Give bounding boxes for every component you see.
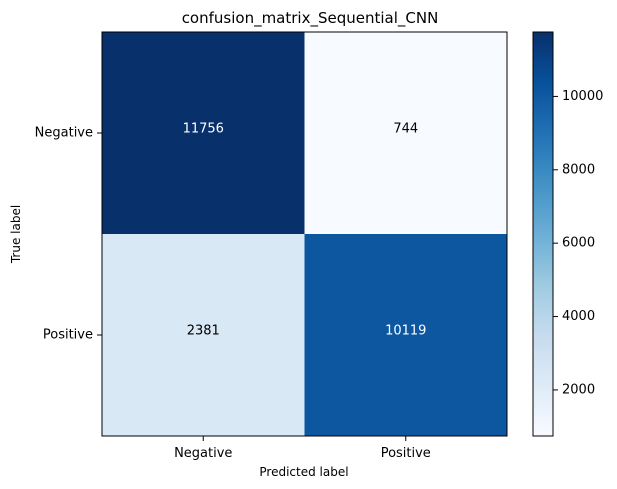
colorbar-ticks: 2000 4000 6000 8000 10000 — [553, 89, 603, 397]
y-tick-label: Positive — [43, 328, 93, 343]
x-axis-label: Predicted label — [259, 465, 348, 479]
plot-frame — [101, 31, 508, 437]
heatmap-cell-r1-c0 — [102, 234, 305, 436]
cell-value-label: 11756 — [183, 122, 224, 137]
heatmap-cell-r1-c1 — [304, 234, 507, 436]
heatmap-cell-r0-c1 — [304, 32, 507, 234]
colorbar — [533, 32, 553, 436]
colorbar-tick-label: 4000 — [562, 309, 595, 324]
chart-title: confusion_matrix_Sequential_CNN — [182, 9, 439, 28]
x-axis-ticks: Negative Positive — [174, 436, 431, 461]
cell-value-label: 744 — [393, 122, 418, 137]
colorbar-frame — [532, 31, 554, 437]
x-tick-label: Positive — [381, 446, 431, 461]
x-tick-label: Negative — [174, 446, 232, 461]
cell-value-label: 10119 — [385, 324, 426, 339]
heatmap-cell-r0-c0 — [102, 32, 305, 234]
y-tick-label: Negative — [35, 126, 93, 141]
colorbar-tick-label: 8000 — [562, 162, 595, 177]
colorbar-tick-label: 10000 — [562, 89, 603, 104]
heatmap-cells: 11756 744 2381 10119 — [102, 32, 507, 436]
cell-value-label: 2381 — [187, 324, 220, 339]
colorbar-tick-label: 6000 — [562, 236, 595, 251]
y-axis-label: True label — [9, 205, 23, 264]
colorbar-tick-label: 2000 — [562, 382, 595, 397]
y-axis-ticks: Negative Positive — [35, 126, 102, 343]
